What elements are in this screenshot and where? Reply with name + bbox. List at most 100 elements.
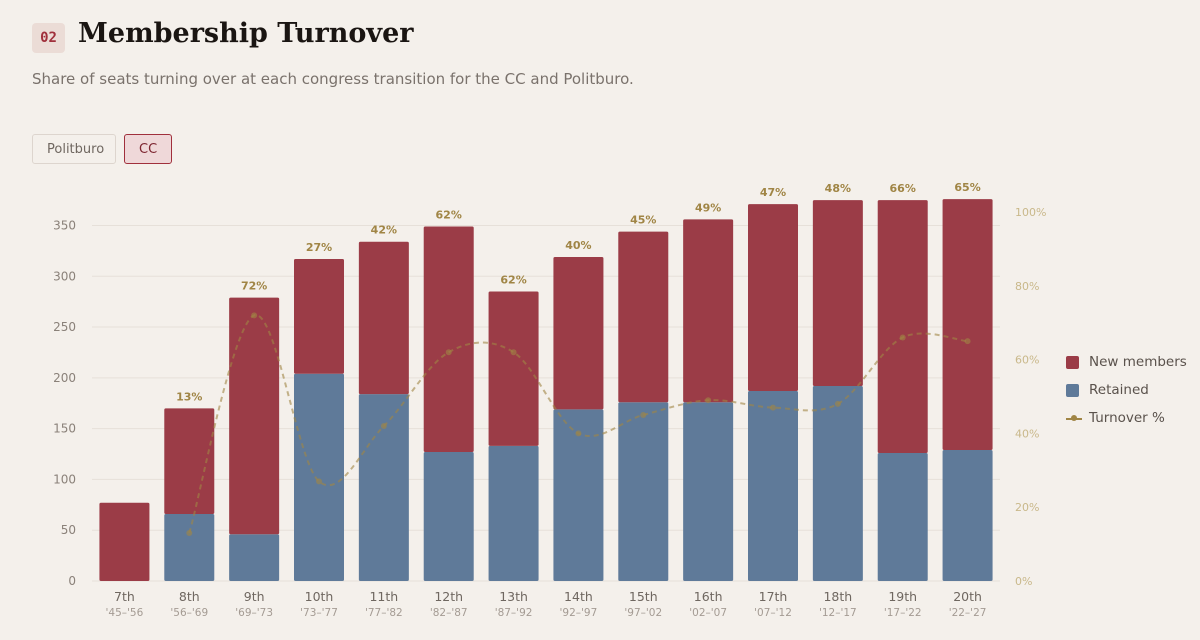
x-axis-tick-label: 16th bbox=[694, 589, 723, 604]
turnover-data-label: 45% bbox=[630, 214, 656, 227]
bar-retained bbox=[229, 534, 280, 581]
y2-axis-tick-label: 100% bbox=[1015, 206, 1046, 219]
bar-retained bbox=[294, 373, 344, 581]
x-axis-period-label: '73–'77 bbox=[300, 607, 338, 619]
x-axis-tick-label: 11th bbox=[369, 589, 398, 604]
toggle-cc-button[interactable]: CC bbox=[124, 134, 172, 164]
turnover-point bbox=[640, 411, 647, 418]
turnover-data-label: 49% bbox=[695, 201, 721, 214]
bar-new-members bbox=[229, 297, 280, 535]
x-axis-tick-label: 7th bbox=[114, 589, 135, 604]
y2-axis-tick-label: 60% bbox=[1015, 354, 1039, 367]
turnover-point bbox=[186, 530, 193, 537]
x-axis-period-label: '92–'97 bbox=[560, 607, 598, 619]
bar-retained bbox=[423, 451, 474, 581]
y2-axis-tick-label: 0% bbox=[1015, 575, 1032, 588]
x-axis-period-label: '56–'69 bbox=[170, 607, 208, 619]
x-axis-period-label: '07–'12 bbox=[754, 607, 792, 619]
x-axis-period-label: '12–'17 bbox=[819, 607, 857, 619]
bar-new-members bbox=[877, 200, 928, 454]
turnover-point bbox=[445, 349, 452, 356]
x-axis-tick-label: 20th bbox=[953, 589, 982, 604]
turnover-point bbox=[510, 349, 517, 356]
turnover-line-swatch bbox=[1066, 412, 1082, 425]
y-axis-tick-label: 350 bbox=[53, 218, 76, 232]
bar-new-members bbox=[423, 226, 474, 452]
x-axis-period-label: '77–'82 bbox=[365, 607, 403, 619]
bar-retained bbox=[488, 445, 539, 581]
bar-retained bbox=[942, 449, 993, 581]
section-number-badge: 02 bbox=[32, 23, 65, 53]
x-axis-period-label: '97–'02 bbox=[624, 607, 662, 619]
turnover-data-label: 42% bbox=[371, 224, 397, 237]
turnover-data-label: 65% bbox=[954, 181, 980, 194]
bar-retained bbox=[748, 391, 798, 581]
turnover-data-label: 27% bbox=[306, 241, 332, 254]
legend-item-new-members: New members bbox=[1066, 352, 1187, 372]
new-members-swatch bbox=[1066, 355, 1079, 369]
y-axis-tick-label: 0 bbox=[68, 574, 76, 588]
x-axis-tick-label: 17th bbox=[759, 589, 788, 604]
turnover-point bbox=[575, 430, 582, 437]
y2-axis-tick-label: 40% bbox=[1015, 427, 1039, 440]
x-axis-period-label: '87–'92 bbox=[495, 607, 533, 619]
x-axis-tick-label: 13th bbox=[499, 589, 528, 604]
x-axis-tick-label: 18th bbox=[823, 589, 852, 604]
x-axis-period-label: '17–'22 bbox=[884, 607, 922, 619]
bar-new-members bbox=[812, 200, 863, 386]
x-axis-tick-label: 12th bbox=[434, 589, 463, 604]
page-title: Membership Turnover bbox=[78, 18, 414, 49]
legend-label-new-members: New members bbox=[1089, 354, 1187, 370]
turnover-line bbox=[188, 314, 968, 534]
bar-retained bbox=[358, 394, 409, 581]
y-axis-tick-label: 150 bbox=[53, 422, 76, 436]
turnover-data-label: 66% bbox=[890, 182, 916, 195]
turnover-data-label: 47% bbox=[760, 186, 786, 199]
x-axis-tick-label: 8th bbox=[179, 589, 200, 604]
turnover-point bbox=[380, 423, 387, 430]
toggle-politburo-button[interactable]: Politburo bbox=[32, 134, 116, 164]
y-axis-tick-label: 100 bbox=[53, 472, 76, 486]
turnover-data-label: 13% bbox=[176, 390, 202, 403]
bar-retained bbox=[618, 402, 669, 581]
x-axis-tick-label: 14th bbox=[564, 589, 593, 604]
turnover-data-label: 62% bbox=[436, 208, 462, 221]
bar-new-members bbox=[942, 199, 993, 450]
turnover-data-label: 48% bbox=[825, 182, 851, 195]
x-axis-period-label: '45–'56 bbox=[106, 607, 144, 619]
bar-new-members bbox=[618, 231, 669, 403]
legend-item-turnover: Turnover % bbox=[1066, 408, 1187, 428]
bar-retained bbox=[877, 453, 928, 581]
x-axis-tick-label: 9th bbox=[244, 589, 265, 604]
bar-new-members bbox=[294, 258, 344, 374]
y-axis-tick-label: 250 bbox=[53, 320, 76, 334]
bar-retained bbox=[164, 513, 215, 581]
bar-new-members bbox=[553, 256, 604, 410]
turnover-point bbox=[899, 334, 906, 341]
turnover-point bbox=[316, 478, 322, 485]
chart-legend: New members Retained Turnover % bbox=[1066, 352, 1187, 436]
x-axis-tick-label: 19th bbox=[888, 589, 917, 604]
x-axis-period-label: '69–'73 bbox=[235, 607, 273, 619]
bar-retained bbox=[553, 409, 604, 581]
bar-new-members bbox=[358, 241, 409, 395]
bar-new-members bbox=[748, 204, 798, 392]
retained-swatch bbox=[1066, 383, 1079, 397]
legend-label-retained: Retained bbox=[1089, 382, 1149, 398]
turnover-point bbox=[770, 404, 776, 411]
turnover-point bbox=[251, 312, 258, 319]
page-subtitle: Share of seats turning over at each cong… bbox=[32, 70, 634, 88]
bar-new-members bbox=[164, 408, 215, 514]
y-axis-tick-label: 50 bbox=[61, 523, 76, 537]
turnover-data-label: 40% bbox=[565, 239, 591, 252]
bar-retained bbox=[812, 385, 863, 581]
bar-new-members bbox=[99, 502, 150, 581]
bar-new-members bbox=[488, 291, 539, 446]
x-axis-tick-label: 10th bbox=[305, 589, 334, 604]
turnover-point bbox=[834, 400, 841, 407]
x-axis-period-label: '22–'27 bbox=[949, 607, 987, 619]
bar-retained bbox=[683, 402, 734, 581]
x-axis-period-label: '02–'07 bbox=[689, 607, 727, 619]
y-axis-tick-label: 200 bbox=[53, 371, 76, 385]
